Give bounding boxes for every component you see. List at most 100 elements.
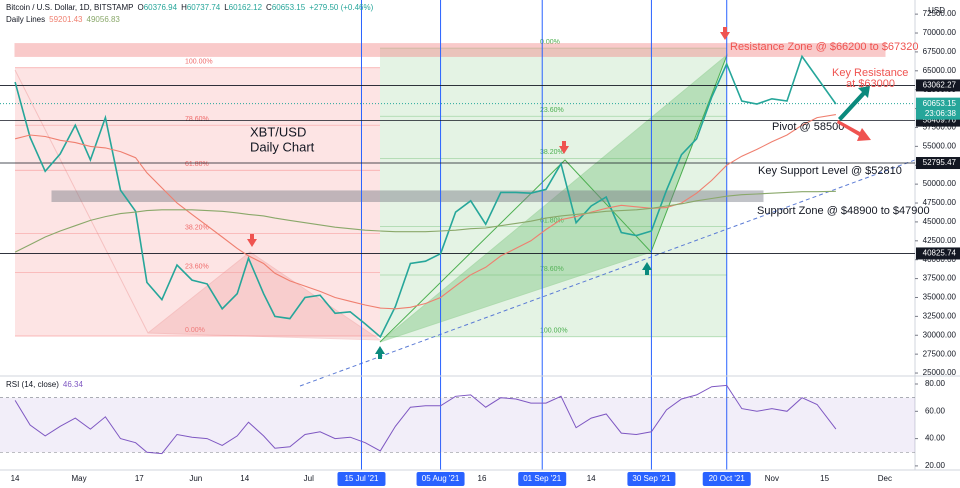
fib-label: 78.60% (540, 266, 564, 273)
y-tick-label: 32500.00 (923, 311, 957, 320)
annotation: XBT/USD (250, 124, 306, 139)
currency: USD (928, 6, 945, 15)
arrow-marker (720, 27, 730, 40)
rsi-value: 46.34 (63, 380, 84, 389)
countdown: 23:06:38 (925, 109, 957, 118)
annotation: Daily Chart (250, 139, 315, 154)
annotation: Support Zone @ $48900 to $47900 (757, 205, 930, 217)
date-label-bg (416, 472, 465, 486)
legend-symbol: Bitcoin / U.S. Dollar, 1D, BITSTAMP O6037… (6, 3, 374, 12)
fib-label: 0.00% (185, 327, 205, 334)
arrow-marker (837, 120, 871, 141)
lines-value: 59201.43 (49, 15, 83, 24)
arrow-marker (642, 262, 652, 275)
moving-average (14, 114, 836, 310)
annotation: Key Resistance (832, 67, 908, 79)
fib-label: 61.80% (185, 161, 209, 168)
y-tick-label: 50000.00 (923, 179, 957, 188)
rsi-band (0, 397, 915, 453)
y-tick-label: 65000.00 (923, 66, 957, 75)
y-tick-label: 70000.00 (923, 28, 957, 37)
legend-rsi: RSI (14, close) 46.34 (6, 380, 83, 389)
date-label-bg (627, 472, 676, 486)
annotation: Resistance Zone @ $66200 to $67320 (730, 41, 919, 53)
fib-label: 23.60% (540, 107, 564, 114)
x-tick-label: Jul (304, 474, 314, 483)
lines-name: Daily Lines (6, 15, 45, 24)
annotation: Key Support Level @ $52810 (758, 165, 902, 177)
price-tag (916, 79, 960, 92)
x-tick-label: 15 (820, 474, 829, 483)
rsi-line (14, 384, 837, 455)
y-tick-label: 57500.00 (923, 123, 957, 132)
date-label-bg (518, 472, 567, 486)
legend-lines: Daily Lines 59201.43 49056.83 (6, 15, 120, 24)
y-tick-label: 45000.00 (923, 217, 957, 226)
price-tag (916, 157, 960, 170)
moving-average (14, 190, 836, 253)
x-tick-label: Jun (189, 474, 202, 483)
y-tick-label: 55000.00 (923, 141, 957, 150)
y-tick-label: 37500.00 (923, 274, 957, 283)
x-tick-label: 14 (11, 474, 20, 483)
price-tag-label: 58409.76 (923, 116, 957, 125)
ohlc-value: 60376.94 (144, 3, 178, 12)
ohlc-label: C (266, 3, 272, 12)
arrow-marker (838, 86, 870, 121)
fib-label: 38.20% (540, 149, 564, 156)
price-tag-label: 60653.15 (923, 99, 957, 108)
price-tag-label: 63062.27 (923, 81, 957, 90)
ohlc-value: 60737.74 (187, 3, 221, 12)
zone (14, 43, 886, 57)
fib-label: 61.80% (540, 217, 564, 224)
y-tick-label: 20.00 (925, 461, 946, 470)
price-tag-label: 40825.74 (923, 249, 957, 258)
x-tick-label: Dec (878, 474, 892, 483)
ohlc-label: O (137, 3, 143, 12)
arrow-marker (375, 346, 385, 359)
x-tick-label: 05 Aug '21 (422, 474, 460, 483)
x-tick-label: Nov (765, 474, 779, 483)
date-label-bg (337, 472, 386, 486)
y-tick-label: 35000.00 (923, 293, 957, 302)
y-tick-label: 30000.00 (923, 330, 957, 339)
fib-label: 100.00% (540, 328, 568, 335)
x-tick-label: May (72, 474, 87, 483)
x-tick-label: 14 (587, 474, 596, 483)
y-tick-label: 25000.00 (923, 368, 957, 377)
change: +279.50 (+0.46%) (309, 3, 373, 12)
rsi-name: RSI (14, close) (6, 380, 59, 389)
annotation: Pivot @ 58500 (772, 121, 844, 133)
ohlc-label: H (181, 3, 187, 12)
legend-symbol-name: Bitcoin / U.S. Dollar, 1D, BITSTAMP (6, 3, 133, 12)
fib-label: 78.60% (185, 116, 209, 123)
trendline (299, 159, 916, 387)
ohlc-value: 60653.15 (272, 3, 306, 12)
fib-label: 23.60% (185, 264, 209, 271)
zone (51, 190, 764, 203)
x-tick-label: 17 (135, 474, 144, 483)
annotation: at $63000 (846, 78, 895, 90)
y-tick-label: 80.00 (925, 379, 946, 388)
y-tick-label: 40.00 (925, 434, 946, 443)
y-tick-label: 27500.00 (923, 349, 957, 358)
price-tag-label: 52795.47 (923, 158, 957, 167)
ohlc-value: 60162.12 (229, 3, 263, 12)
arrow-marker (559, 141, 569, 154)
x-tick-label: 15 Jul '21 (344, 474, 379, 483)
x-tick-label: 14 (240, 474, 249, 483)
fib-label: 100.00% (185, 59, 213, 66)
date-label-bg (702, 472, 751, 486)
lines-value: 49056.83 (87, 15, 121, 24)
arrow-marker (247, 234, 257, 247)
y-tick-label: 67500.00 (923, 47, 957, 56)
y-tick-label: 60.00 (925, 406, 946, 415)
ohlc-label: L (224, 3, 229, 12)
fib-zone (380, 48, 727, 337)
x-tick-label: 16 (478, 474, 487, 483)
y-tick-label: 72500.00 (923, 9, 957, 18)
y-tick-label: 47500.00 (923, 198, 957, 207)
x-tick-label: 01 Sep '21 (523, 474, 562, 483)
fib-label: 38.20% (185, 224, 209, 231)
